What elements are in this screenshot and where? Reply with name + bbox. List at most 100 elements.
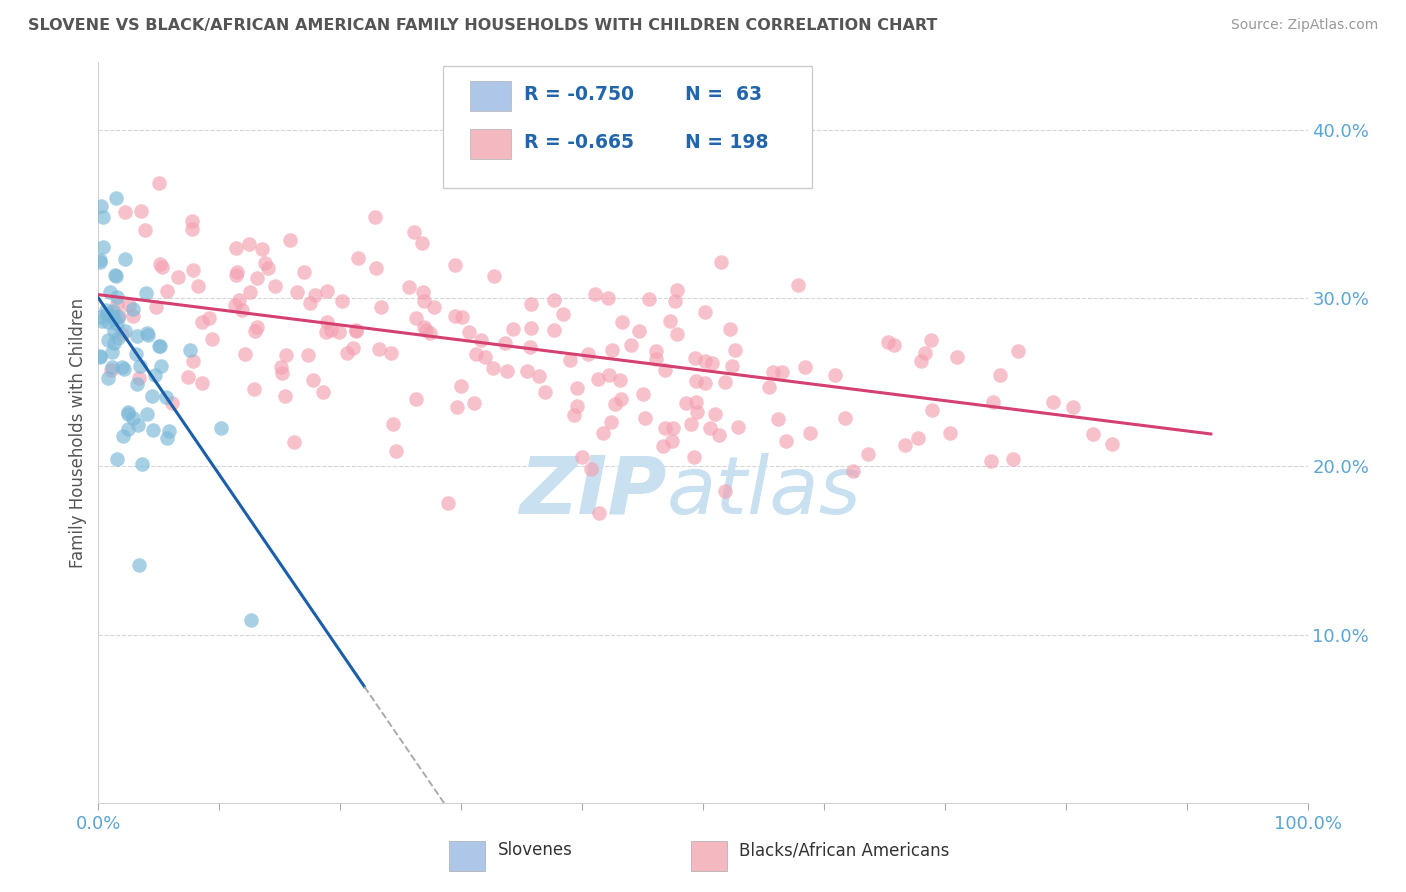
Point bbox=[198, 310, 221, 325]
Point bbox=[157, 424, 180, 438]
Point bbox=[100, 359, 122, 374]
Point bbox=[758, 379, 780, 393]
Point bbox=[312, 385, 335, 400]
Point bbox=[270, 366, 292, 380]
Point bbox=[98, 285, 121, 299]
Point bbox=[502, 322, 524, 336]
Text: R = -0.665: R = -0.665 bbox=[524, 133, 634, 152]
Text: Slovenes: Slovenes bbox=[498, 841, 572, 859]
Point bbox=[105, 452, 128, 467]
Point bbox=[127, 417, 149, 432]
Point bbox=[125, 346, 148, 360]
Point bbox=[114, 324, 136, 338]
Point bbox=[304, 288, 326, 302]
Point bbox=[142, 423, 165, 437]
Point bbox=[921, 403, 943, 417]
Point bbox=[894, 438, 917, 452]
Point bbox=[990, 368, 1012, 382]
Text: atlas: atlas bbox=[666, 453, 862, 531]
Point bbox=[301, 373, 323, 387]
Point bbox=[370, 301, 392, 315]
Point bbox=[419, 326, 441, 340]
Point bbox=[794, 359, 817, 374]
Point bbox=[105, 297, 128, 311]
Point bbox=[675, 396, 697, 410]
Point bbox=[1062, 400, 1084, 414]
Point bbox=[856, 447, 879, 461]
Point bbox=[543, 293, 565, 307]
Point bbox=[117, 298, 139, 312]
Point bbox=[762, 365, 785, 379]
Point bbox=[160, 396, 183, 410]
Point bbox=[122, 302, 145, 317]
Point bbox=[149, 257, 172, 271]
Point bbox=[117, 405, 139, 419]
Point bbox=[145, 300, 167, 314]
Point bbox=[96, 315, 118, 329]
Point bbox=[114, 252, 136, 266]
Point bbox=[156, 284, 179, 298]
Point bbox=[423, 300, 446, 314]
Point bbox=[914, 346, 936, 360]
FancyBboxPatch shape bbox=[470, 129, 510, 159]
Point bbox=[457, 325, 479, 339]
Point bbox=[1042, 394, 1064, 409]
Point bbox=[938, 426, 960, 441]
Point bbox=[567, 399, 589, 413]
Point bbox=[135, 407, 157, 421]
Point bbox=[112, 428, 135, 442]
Point bbox=[877, 334, 900, 349]
Point bbox=[347, 252, 370, 266]
Point bbox=[398, 280, 420, 294]
Point bbox=[651, 439, 673, 453]
Point bbox=[342, 341, 364, 355]
Point bbox=[683, 351, 706, 365]
Point bbox=[464, 347, 486, 361]
Point bbox=[252, 243, 274, 257]
Point bbox=[567, 381, 589, 395]
Point bbox=[596, 291, 619, 305]
Point bbox=[600, 343, 623, 357]
Point bbox=[155, 390, 177, 404]
Point bbox=[633, 386, 655, 401]
Point bbox=[693, 376, 716, 391]
Point bbox=[117, 422, 139, 436]
Point bbox=[104, 191, 127, 205]
Point bbox=[520, 320, 543, 334]
Point bbox=[90, 199, 112, 213]
Point bbox=[588, 506, 610, 520]
Point bbox=[770, 365, 793, 379]
Point bbox=[415, 323, 437, 337]
Point bbox=[292, 265, 315, 279]
Point bbox=[686, 405, 709, 419]
Point bbox=[136, 328, 159, 343]
Point bbox=[474, 350, 496, 364]
Point bbox=[264, 279, 287, 293]
Point bbox=[515, 364, 537, 378]
Point bbox=[180, 213, 202, 227]
Point bbox=[654, 421, 676, 435]
Point bbox=[297, 348, 319, 362]
Point bbox=[603, 397, 626, 411]
Point bbox=[1007, 343, 1029, 358]
Point bbox=[105, 317, 128, 331]
Point bbox=[181, 354, 204, 368]
Point bbox=[89, 310, 111, 324]
Point bbox=[243, 382, 266, 396]
Point bbox=[598, 368, 620, 382]
Point bbox=[181, 221, 204, 235]
Point bbox=[128, 370, 150, 384]
Point bbox=[412, 285, 434, 299]
Point bbox=[920, 333, 942, 347]
Point bbox=[718, 322, 741, 336]
Point bbox=[527, 368, 550, 383]
Point bbox=[946, 350, 969, 364]
Point bbox=[114, 362, 136, 376]
Point bbox=[89, 350, 111, 364]
Point bbox=[907, 431, 929, 445]
Point bbox=[270, 359, 292, 374]
Point bbox=[384, 443, 406, 458]
Point bbox=[482, 361, 505, 376]
Point bbox=[243, 324, 266, 338]
Point bbox=[444, 258, 467, 272]
